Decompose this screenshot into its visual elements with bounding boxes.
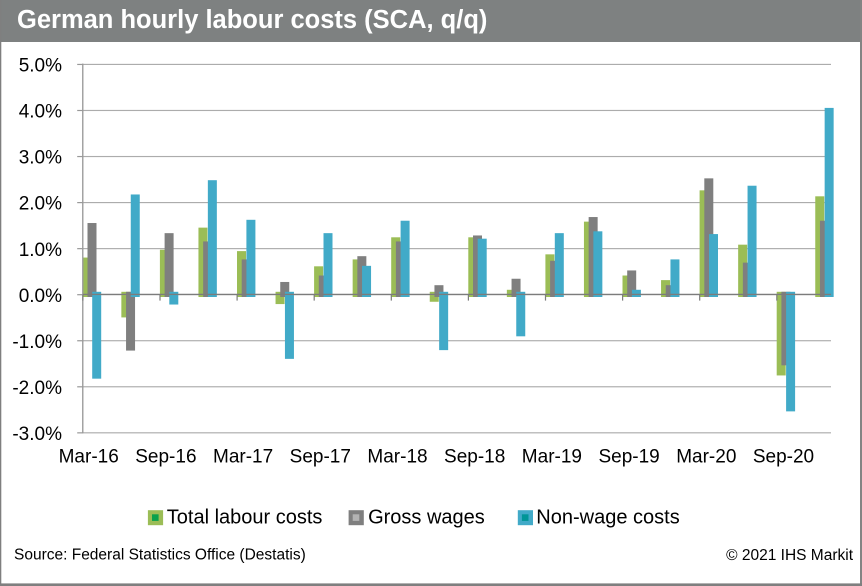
svg-text:Mar-16: Mar-16	[59, 446, 119, 467]
svg-text:Non-wage costs: Non-wage costs	[536, 506, 679, 528]
svg-text:© 2021 IHS Markit: © 2021 IHS Markit	[726, 547, 854, 564]
svg-text:-2.0%: -2.0%	[12, 378, 62, 399]
svg-text:Sep-19: Sep-19	[598, 446, 659, 467]
svg-text:Total labour costs: Total labour costs	[167, 506, 323, 528]
svg-text:Source: Federal Statistics Off: Source: Federal Statistics Office (Desta…	[14, 547, 306, 564]
svg-text:Sep-16: Sep-16	[135, 446, 196, 467]
svg-text:0.0%: 0.0%	[19, 286, 62, 307]
svg-text:3.0%: 3.0%	[19, 148, 62, 169]
svg-text:4.0%: 4.0%	[19, 102, 62, 123]
svg-text:Gross wages: Gross wages	[368, 506, 485, 528]
svg-text:1.0%: 1.0%	[19, 240, 62, 261]
svg-text:Mar-17: Mar-17	[213, 446, 273, 467]
svg-text:Sep-17: Sep-17	[290, 446, 351, 467]
svg-text:Sep-20: Sep-20	[753, 446, 814, 467]
svg-text:5.0%: 5.0%	[19, 56, 62, 77]
svg-text:2.0%: 2.0%	[19, 194, 62, 215]
svg-text:Mar-19: Mar-19	[522, 446, 582, 467]
svg-text:Sep-18: Sep-18	[444, 446, 505, 467]
svg-text:Mar-20: Mar-20	[676, 446, 736, 467]
svg-text:-1.0%: -1.0%	[12, 332, 62, 353]
svg-text:-3.0%: -3.0%	[12, 424, 62, 445]
svg-text:Mar-18: Mar-18	[367, 446, 427, 467]
